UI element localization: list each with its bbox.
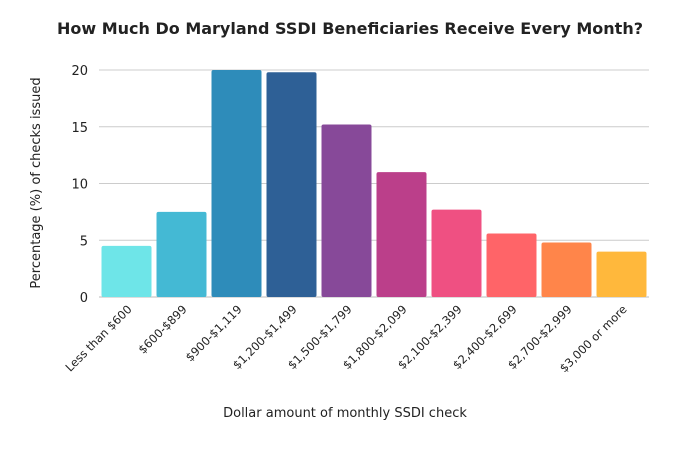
y-tick-label: 15 — [71, 121, 88, 136]
x-tick-label: $900-$1,119 — [183, 302, 245, 364]
bar — [321, 124, 372, 297]
y-tick-label: 10 — [71, 178, 88, 193]
bar — [376, 172, 427, 297]
chart-title: How Much Do Maryland SSDI Beneficiaries … — [57, 19, 643, 38]
bar — [431, 209, 482, 297]
y-tick-label: 20 — [71, 64, 88, 79]
bar — [101, 245, 152, 297]
bar — [211, 70, 262, 297]
bar — [156, 211, 207, 297]
bar — [266, 72, 317, 298]
y-axis-label: Percentage (%) of checks issued — [29, 77, 44, 288]
x-axis-label: Dollar amount of monthly SSDI check — [223, 406, 467, 421]
bar — [541, 242, 592, 297]
bar — [486, 233, 537, 297]
bar — [596, 251, 647, 297]
y-tick-label: 5 — [80, 234, 88, 249]
x-tick-label: Less than $600 — [63, 302, 135, 374]
y-tick-label: 0 — [80, 291, 88, 306]
x-tick-label: $600-$899 — [135, 302, 189, 356]
